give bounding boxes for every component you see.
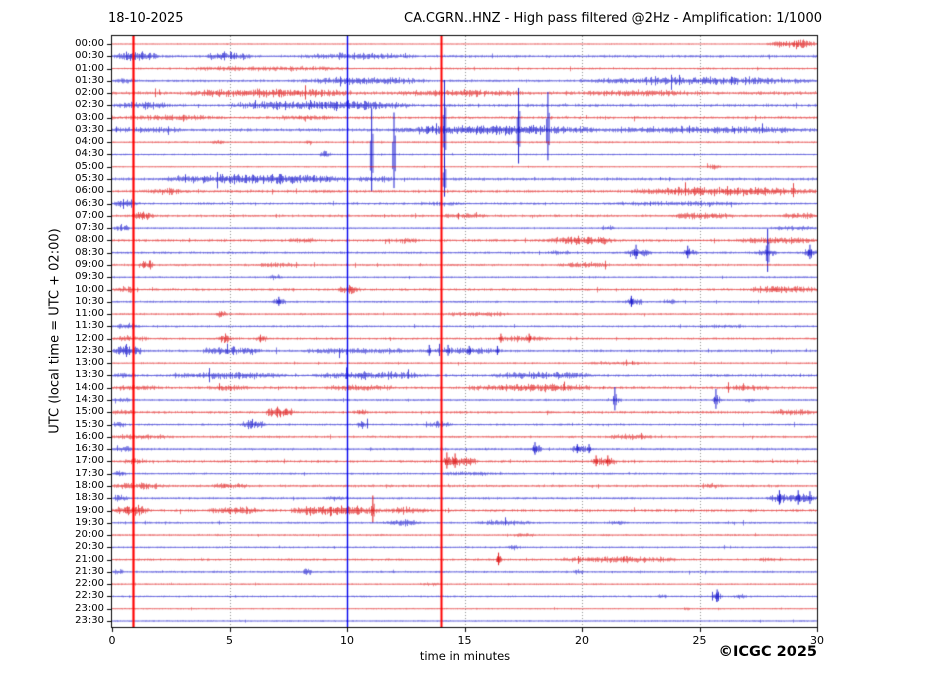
x-tick-label: 0 (108, 634, 116, 647)
header-date: 18-10-2025 (108, 11, 184, 26)
y-tick-label: 00:00 (75, 38, 104, 49)
y-tick-label: 05:00 (75, 160, 104, 172)
y-tick-label: 12:00 (75, 332, 104, 344)
y-tick-label: 11:30 (75, 320, 104, 332)
y-tick-label: 20:30 (75, 541, 104, 553)
y-tick-label: 23:00 (75, 602, 104, 614)
y-tick-label: 04:00 (75, 136, 104, 148)
x-tick-label: 10 (340, 634, 354, 647)
y-tick-label: 02:30 (75, 99, 104, 111)
y-tick-label: 22:30 (75, 590, 104, 602)
y-tick-label: 15:30 (75, 418, 104, 430)
y-tick-label: 17:30 (75, 467, 104, 479)
y-tick-label: 07:30 (75, 222, 104, 234)
x-tick-label: 20 (575, 634, 589, 647)
y-tick-label: 02:00 (75, 87, 104, 99)
x-tick-label: 15 (457, 634, 472, 647)
y-tick-label: 19:00 (75, 504, 104, 516)
y-tick-label: 03:00 (75, 111, 104, 123)
y-tick-label: 20:00 (75, 529, 104, 541)
x-tick-label: 30 (810, 634, 824, 647)
y-tick-label: 15:00 (75, 406, 104, 418)
x-tick-label: 25 (692, 634, 707, 647)
y-tick-label: 16:30 (75, 443, 104, 455)
y-tick-label: 18:00 (75, 479, 104, 491)
x-tick-label: 5 (226, 634, 233, 647)
header-title: CA.CGRN..HNZ - High pass filtered @2Hz -… (404, 11, 822, 26)
y-tick-label: 06:30 (75, 197, 104, 209)
y-tick-label: 01:30 (75, 74, 104, 86)
y-tick-label: 05:30 (75, 173, 104, 185)
y-tick-label: 09:30 (75, 271, 104, 283)
y-tick-label: 14:30 (75, 394, 104, 406)
y-tick-label: 07:00 (75, 209, 104, 221)
y-tick-label: 19:30 (75, 516, 104, 528)
y-tick-label: 08:00 (75, 234, 104, 246)
y-tick-label: 08:30 (75, 246, 104, 258)
y-tick-label: 10:00 (75, 283, 104, 295)
y-tick-label: 11:00 (75, 308, 104, 320)
y-tick-label: 01:00 (75, 62, 104, 74)
y-tick-label: 22:00 (75, 578, 104, 590)
y-tick-label: 21:30 (75, 565, 104, 577)
y-tick-label: 14:00 (75, 381, 104, 393)
x-axis-title: time in minutes (419, 649, 511, 663)
y-tick-label: 23:30 (75, 615, 104, 626)
y-tick-label: 00:30 (75, 50, 104, 62)
y-tick-label: 13:30 (75, 369, 104, 381)
y-tick-label: 17:00 (75, 455, 104, 467)
y-tick-label: 18:30 (75, 492, 104, 504)
copyright-text: ©ICGC 2025 (718, 644, 817, 660)
y-tick-label: 03:30 (75, 123, 104, 135)
y-tick-label: 10:30 (75, 295, 104, 307)
y-tick-label: 16:00 (75, 430, 104, 442)
y-tick-label: 06:00 (75, 185, 104, 197)
y-tick-label: 12:30 (75, 344, 104, 356)
y-tick-label: 13:00 (75, 357, 104, 369)
y-tick-label: 21:00 (75, 553, 104, 565)
y-tick-label: 09:00 (75, 258, 104, 270)
y-tick-label: 04:30 (75, 148, 104, 160)
